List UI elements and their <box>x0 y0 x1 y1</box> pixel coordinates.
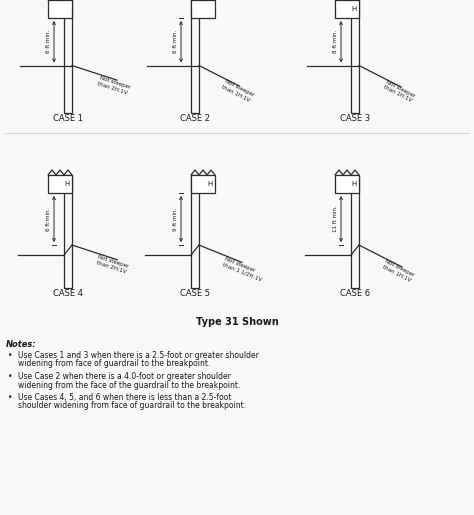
Bar <box>64 0 72 113</box>
Bar <box>48 0 72 18</box>
Bar <box>48 175 72 193</box>
Text: Not steeper
than 2H:1V: Not steeper than 2H:1V <box>95 254 129 276</box>
Text: H: H <box>207 181 213 187</box>
Text: •: • <box>8 351 12 360</box>
Text: 6 ft min.: 6 ft min. <box>173 30 178 54</box>
Text: 6 ft min.: 6 ft min. <box>46 30 51 54</box>
Text: CASE 4: CASE 4 <box>53 289 83 298</box>
Text: H: H <box>64 181 70 187</box>
Text: •: • <box>8 372 12 381</box>
Text: 8 ft min.: 8 ft min. <box>333 30 338 54</box>
Text: Not steeper
than 1 1/2H:1V: Not steeper than 1 1/2H:1V <box>221 256 264 282</box>
Bar <box>335 0 359 18</box>
Text: Use Cases 4, 5, and 6 when there is less than a 2.5-foot: Use Cases 4, 5, and 6 when there is less… <box>18 393 231 402</box>
Text: Use Case 2 when there is a 4.0-foot or greater shoulder: Use Case 2 when there is a 4.0-foot or g… <box>18 372 231 381</box>
Text: shoulder widening from face of guardrail to the breakpoint.: shoulder widening from face of guardrail… <box>18 402 246 410</box>
Bar <box>191 175 199 288</box>
Text: widening from face of guardrail to the breakpoint.: widening from face of guardrail to the b… <box>18 359 210 369</box>
Text: CASE 3: CASE 3 <box>340 114 370 123</box>
Text: Not steeper
than 1H:1V: Not steeper than 1H:1V <box>382 79 416 104</box>
Bar <box>335 175 359 193</box>
Text: CASE 5: CASE 5 <box>180 289 210 298</box>
Text: 9 ft min.: 9 ft min. <box>173 208 178 231</box>
Bar <box>191 175 215 193</box>
Text: Not steeper
than 1H:1V: Not steeper than 1H:1V <box>221 79 255 104</box>
Bar <box>64 175 72 288</box>
Text: H: H <box>351 181 356 187</box>
Text: widening from the face of the guardrail to the breakpoint.: widening from the face of the guardrail … <box>18 381 240 389</box>
Bar <box>351 0 359 113</box>
Text: CASE 6: CASE 6 <box>340 289 370 298</box>
Text: Use Cases 1 and 3 when there is a 2.5-foot or greater shoulder: Use Cases 1 and 3 when there is a 2.5-fo… <box>18 351 259 360</box>
Text: CASE 1: CASE 1 <box>53 114 83 123</box>
Text: 6 ft min.: 6 ft min. <box>46 208 51 231</box>
Text: •: • <box>8 393 12 402</box>
Text: H: H <box>351 6 356 12</box>
Text: Not steeper
than 1H:1V: Not steeper than 1H:1V <box>382 259 415 283</box>
Bar <box>191 0 199 113</box>
Text: Type 31 Shown: Type 31 Shown <box>196 317 278 327</box>
Bar <box>351 175 359 288</box>
Text: 11 ft min.: 11 ft min. <box>333 205 338 232</box>
Text: Not steeper
than 2H:1V: Not steeper than 2H:1V <box>97 76 131 96</box>
Text: Notes:: Notes: <box>6 340 37 349</box>
Text: CASE 2: CASE 2 <box>180 114 210 123</box>
Bar <box>191 0 215 18</box>
